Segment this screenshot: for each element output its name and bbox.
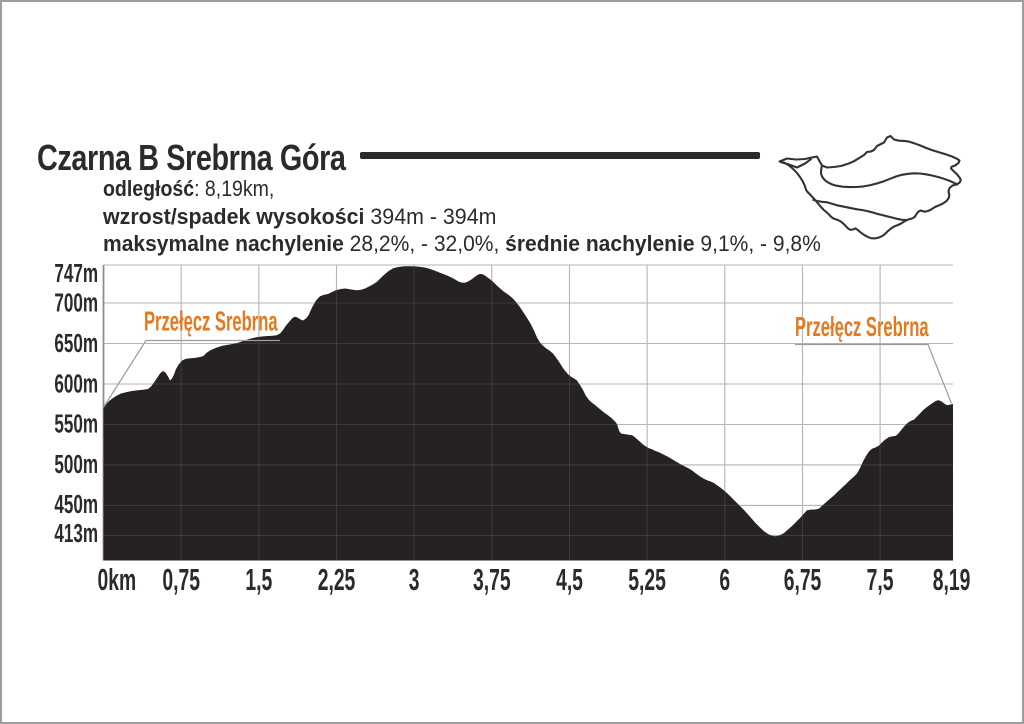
svg-text:Przełęcz Srebrna: Przełęcz Srebrna	[144, 305, 278, 336]
svg-text:0km: 0km	[98, 564, 137, 597]
svg-text:700m: 700m	[54, 288, 98, 318]
svg-text:7,5: 7,5	[867, 564, 894, 597]
svg-text:6: 6	[719, 564, 730, 597]
svg-text:1,5: 1,5	[245, 564, 272, 597]
svg-text:450m: 450m	[54, 489, 98, 519]
svg-text:600m: 600m	[54, 369, 98, 399]
svg-text:4,5: 4,5	[556, 564, 583, 597]
svg-text:550m: 550m	[54, 409, 98, 439]
svg-text:413m: 413m	[54, 518, 98, 548]
svg-text:0,75: 0,75	[162, 564, 200, 597]
svg-text:6,75: 6,75	[784, 564, 822, 597]
svg-text:650m: 650m	[54, 328, 98, 358]
svg-text:5,25: 5,25	[628, 564, 666, 597]
svg-text:3: 3	[409, 564, 420, 597]
svg-text:747m: 747m	[54, 258, 98, 288]
svg-text:Przełęcz Srebrna: Przełęcz Srebrna	[795, 311, 929, 342]
svg-text:3,75: 3,75	[473, 564, 511, 597]
svg-text:8,19: 8,19	[933, 564, 971, 597]
svg-text:500m: 500m	[54, 449, 98, 479]
svg-text:2,25: 2,25	[318, 564, 356, 597]
